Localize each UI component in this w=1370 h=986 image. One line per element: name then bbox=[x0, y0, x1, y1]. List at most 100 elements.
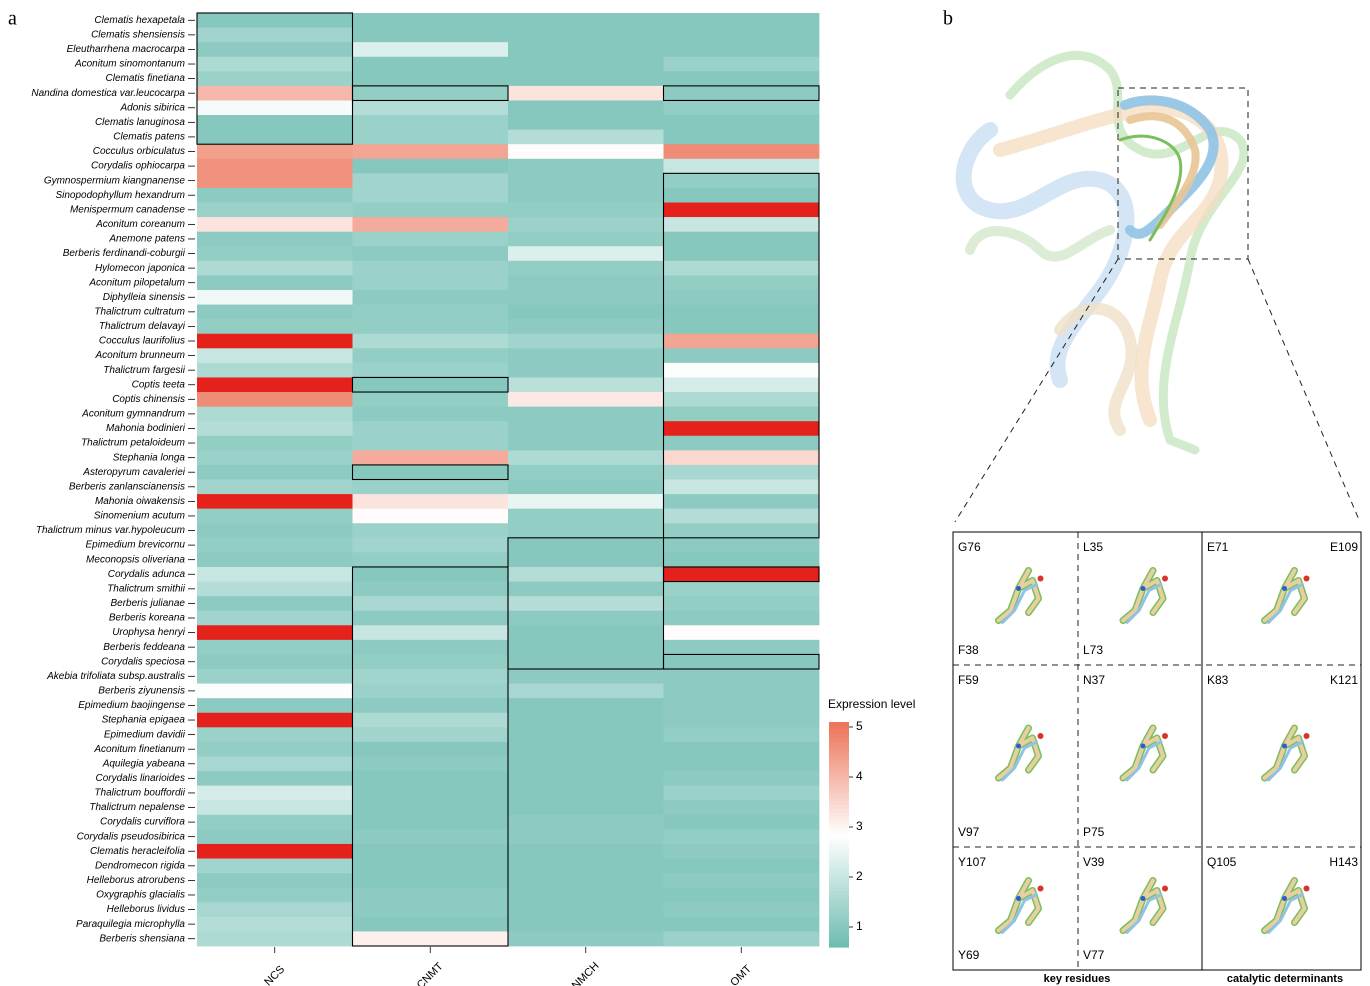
colorbar-band bbox=[829, 730, 849, 734]
heat-cell bbox=[197, 684, 353, 699]
colorbar-band bbox=[829, 808, 849, 812]
heat-cell bbox=[353, 596, 509, 611]
heat-cell bbox=[664, 115, 820, 130]
row-label: Clematis patens bbox=[113, 132, 185, 143]
atom bbox=[1141, 586, 1146, 591]
atom bbox=[1016, 896, 1021, 901]
heat-cell bbox=[197, 173, 353, 188]
heat-cell bbox=[353, 713, 509, 728]
colorbar-band bbox=[829, 925, 849, 929]
heat-cell bbox=[508, 698, 664, 713]
colorbar-band bbox=[829, 741, 849, 745]
heat-cell bbox=[197, 873, 353, 888]
heat-cell bbox=[508, 348, 664, 363]
panel-label: b bbox=[943, 8, 953, 30]
heat-cell bbox=[353, 625, 509, 640]
heat-cell bbox=[197, 771, 353, 786]
heat-cell bbox=[664, 261, 820, 276]
colorbar-band bbox=[829, 913, 849, 917]
heat-cell bbox=[353, 538, 509, 553]
heat-cell bbox=[197, 71, 353, 86]
heat-cell bbox=[508, 494, 664, 509]
heat-cell bbox=[664, 684, 820, 699]
heat-cell bbox=[664, 334, 820, 349]
colorbar-band bbox=[829, 801, 849, 805]
heat-cell bbox=[353, 246, 509, 261]
colorbar-band bbox=[829, 763, 849, 767]
protein-structure bbox=[964, 55, 1244, 450]
heat-cell bbox=[664, 888, 820, 903]
heat-cell bbox=[508, 902, 664, 917]
row-label: Anemone patens bbox=[108, 234, 185, 245]
heat-cell bbox=[353, 815, 509, 830]
row-label: Asteropyrum cavaleriei bbox=[82, 467, 185, 478]
heat-cell bbox=[353, 611, 509, 626]
heat-cell bbox=[197, 786, 353, 801]
colorbar-band bbox=[829, 797, 849, 801]
heat-cell bbox=[664, 480, 820, 495]
heat-cell bbox=[508, 188, 664, 203]
caption: catalytic determinants bbox=[1227, 973, 1343, 985]
col-label: NCS bbox=[262, 963, 287, 986]
heat-cell bbox=[664, 727, 820, 742]
heat-cell bbox=[664, 130, 820, 145]
colorbar-band bbox=[829, 850, 849, 854]
heat-cell bbox=[508, 480, 664, 495]
row-label: Thalictrum delavayi bbox=[99, 321, 186, 332]
heat-cell bbox=[508, 363, 664, 378]
heat-cell bbox=[353, 465, 509, 480]
heat-cell bbox=[353, 931, 509, 946]
heat-cell bbox=[508, 713, 664, 728]
colorbar-band bbox=[829, 812, 849, 816]
heat-cell bbox=[353, 275, 509, 290]
heat-cell bbox=[508, 450, 664, 465]
heat-cell bbox=[664, 188, 820, 203]
heat-cell bbox=[197, 917, 353, 932]
heat-cell bbox=[353, 217, 509, 232]
atom bbox=[1304, 576, 1310, 582]
row-label: Corydalis pseudosibirica bbox=[77, 831, 186, 842]
atom bbox=[1141, 896, 1146, 901]
heat-cell bbox=[197, 261, 353, 276]
heat-cell bbox=[197, 698, 353, 713]
colorbar-band bbox=[829, 778, 849, 782]
panel-label: a bbox=[8, 8, 17, 30]
row-label: Urophysa henryi bbox=[112, 627, 186, 638]
heat-cell bbox=[353, 421, 509, 436]
heat-cell bbox=[508, 28, 664, 43]
atom bbox=[1016, 586, 1021, 591]
heat-cell bbox=[197, 275, 353, 290]
heat-cell bbox=[197, 188, 353, 203]
row-label: Aconitum coreanum bbox=[95, 219, 185, 230]
colorbar-band bbox=[829, 733, 849, 737]
heat-cell bbox=[353, 363, 509, 378]
residue-label: E109 bbox=[1330, 540, 1358, 554]
atom bbox=[1038, 733, 1044, 739]
row-label: Aconitum brunneum bbox=[95, 350, 186, 361]
row-label: Oxygraphis glacialis bbox=[96, 890, 185, 901]
heat-cell bbox=[353, 348, 509, 363]
colorbar-band bbox=[829, 932, 849, 936]
colorbar-band bbox=[829, 872, 849, 876]
heat-cell bbox=[664, 246, 820, 261]
row-label: Thalictrum minus var.hypoleucum bbox=[36, 525, 185, 536]
colorbar-band bbox=[829, 940, 849, 944]
heat-cell bbox=[664, 509, 820, 524]
heat-cell bbox=[353, 305, 509, 320]
atom bbox=[1162, 576, 1168, 582]
heat-cell bbox=[353, 684, 509, 699]
heat-cell bbox=[664, 640, 820, 655]
residue-label: V39 bbox=[1083, 855, 1105, 869]
colorbar-band bbox=[829, 775, 849, 779]
heat-cell bbox=[353, 727, 509, 742]
heat-cell bbox=[197, 450, 353, 465]
row-label: Thalictrum cultratum bbox=[94, 306, 185, 317]
colorbar-band bbox=[829, 767, 849, 771]
heat-cell bbox=[508, 334, 664, 349]
heat-cell bbox=[353, 654, 509, 669]
heat-cell bbox=[508, 756, 664, 771]
heat-cell bbox=[197, 552, 353, 567]
heat-cell bbox=[197, 159, 353, 174]
heat-cell bbox=[508, 611, 664, 626]
row-label: Aconitum gymnandrum bbox=[81, 409, 185, 420]
